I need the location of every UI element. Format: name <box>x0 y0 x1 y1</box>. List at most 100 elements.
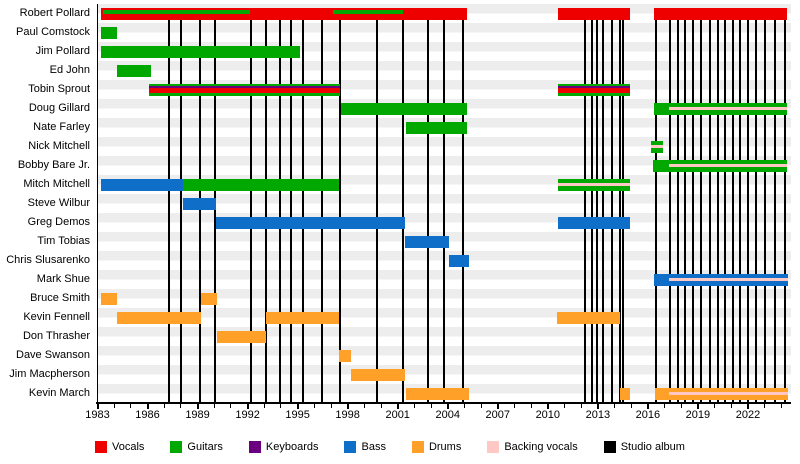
axis-minor-tick <box>480 404 482 408</box>
tenure-bar-guitars <box>183 178 340 191</box>
axis-minor-tick <box>780 404 782 408</box>
album-line <box>279 20 282 403</box>
tenure-bar-guitars <box>652 159 788 172</box>
axis-minor-tick <box>313 404 315 408</box>
album-line <box>739 20 742 403</box>
album-line <box>676 20 679 403</box>
axis-major-tick <box>696 404 699 409</box>
album-line <box>700 20 703 403</box>
axis-major-tick <box>546 404 549 409</box>
axis-major-tick <box>96 404 99 409</box>
bass-swatch-icon <box>344 441 357 453</box>
axis-tick-label: 2010 <box>535 409 561 421</box>
legend-label: Backing vocals <box>504 441 578 453</box>
axis-tick-label: 2019 <box>685 409 711 421</box>
tenure-bar-drums <box>200 292 217 305</box>
album-line <box>264 20 267 403</box>
axis-tick-label: 1992 <box>235 409 260 421</box>
tenure-bar-vocals <box>557 7 630 20</box>
album-line <box>249 20 252 403</box>
tenure-bar-guitars <box>406 121 467 134</box>
axis-minor-tick <box>463 404 465 408</box>
legend-label: Drums <box>428 441 462 453</box>
album-line <box>168 20 171 403</box>
axis-minor-tick <box>714 404 716 408</box>
album-line <box>289 20 292 403</box>
member-label: Tobin Sprout <box>28 83 90 95</box>
axis-tick-label: 2016 <box>635 409 661 421</box>
role-stripe-backing <box>651 145 663 148</box>
tenure-bar-drums <box>556 311 620 324</box>
axis-minor-tick <box>330 404 332 408</box>
album-line <box>611 20 614 403</box>
axis-minor-tick <box>263 404 265 408</box>
album-line <box>683 20 686 403</box>
tenure-bar-guitars <box>149 83 341 96</box>
album-line <box>691 20 694 403</box>
album-line <box>179 20 182 403</box>
member-label: Dave Swanson <box>16 349 90 361</box>
member-label: Chris Slusarenko <box>6 254 90 266</box>
tenure-bar-guitars <box>116 64 151 77</box>
axis-major-tick <box>596 404 599 409</box>
album-line <box>731 20 734 403</box>
member-label: Tim Tobias <box>37 235 90 247</box>
axis-minor-tick <box>230 404 232 408</box>
axis-minor-tick <box>380 404 382 408</box>
role-stripe-backing <box>668 107 788 110</box>
axis-minor-tick <box>363 404 365 408</box>
album-line <box>655 20 658 403</box>
legend-item-keyboards: Keyboards <box>248 441 318 453</box>
tenure-bar-guitars <box>100 45 301 58</box>
member-label: Greg Demos <box>27 216 90 228</box>
album-line <box>723 20 726 403</box>
role-stripe-vocals <box>149 88 341 93</box>
tenure-bar-guitars <box>341 102 467 115</box>
axis-tick-label: 1986 <box>135 409 160 421</box>
axis-minor-tick <box>530 404 532 408</box>
member-label: Jim Pollard <box>35 45 90 57</box>
studio-album-swatch-icon <box>603 441 616 453</box>
axis-major-tick <box>346 404 349 409</box>
legend-item-backing-vocals: Backing vocals <box>487 441 578 453</box>
axis-tick-label: 2001 <box>385 409 410 421</box>
member-label: Robert Pollard <box>19 7 90 19</box>
legend: Vocals Guitars Keyboards Bass Drums Back… <box>95 441 685 453</box>
axis-tick-label: 1998 <box>335 409 360 421</box>
member-label: Bobby Bare Jr. <box>17 159 90 171</box>
axis-minor-tick <box>730 404 732 408</box>
member-label: Ed John <box>49 64 90 76</box>
tenure-bar-vocals <box>653 7 788 20</box>
vocals-swatch-icon <box>95 441 107 453</box>
axis-minor-tick <box>664 404 666 408</box>
tenure-bar-guitars <box>651 140 663 153</box>
legend-label: Studio album <box>620 441 685 453</box>
tenure-bar-drums <box>351 368 406 381</box>
role-stripe-guitars <box>103 9 251 14</box>
album-line <box>591 20 594 403</box>
tenure-bar-bass <box>448 254 469 267</box>
member-label: Doug Gillard <box>28 102 90 114</box>
drums-swatch-icon <box>411 441 424 453</box>
tenure-bar-bass <box>183 197 216 210</box>
album-line <box>755 20 758 403</box>
legend-item-drums: Drums <box>411 441 462 453</box>
member-label: Don Thrasher <box>22 330 90 342</box>
axis-major-tick <box>146 404 149 409</box>
album-line <box>321 20 324 403</box>
axis-tick-label: 2022 <box>735 409 761 421</box>
album-line <box>783 20 786 403</box>
album-line <box>669 20 672 403</box>
legend-item-guitars: Guitars <box>170 441 223 453</box>
tenure-bar-drums <box>339 349 351 362</box>
album-line <box>339 20 342 403</box>
axis-tick-label: 1989 <box>185 409 210 421</box>
tenure-bar-drums <box>216 330 266 343</box>
axis-minor-tick <box>113 404 115 408</box>
axis-minor-tick <box>513 404 515 408</box>
member-label: Nate Farley <box>33 121 90 133</box>
plot-left-border <box>97 4 98 403</box>
tenure-bar-guitars <box>100 26 117 39</box>
album-line <box>401 20 404 403</box>
album-line <box>596 20 599 403</box>
